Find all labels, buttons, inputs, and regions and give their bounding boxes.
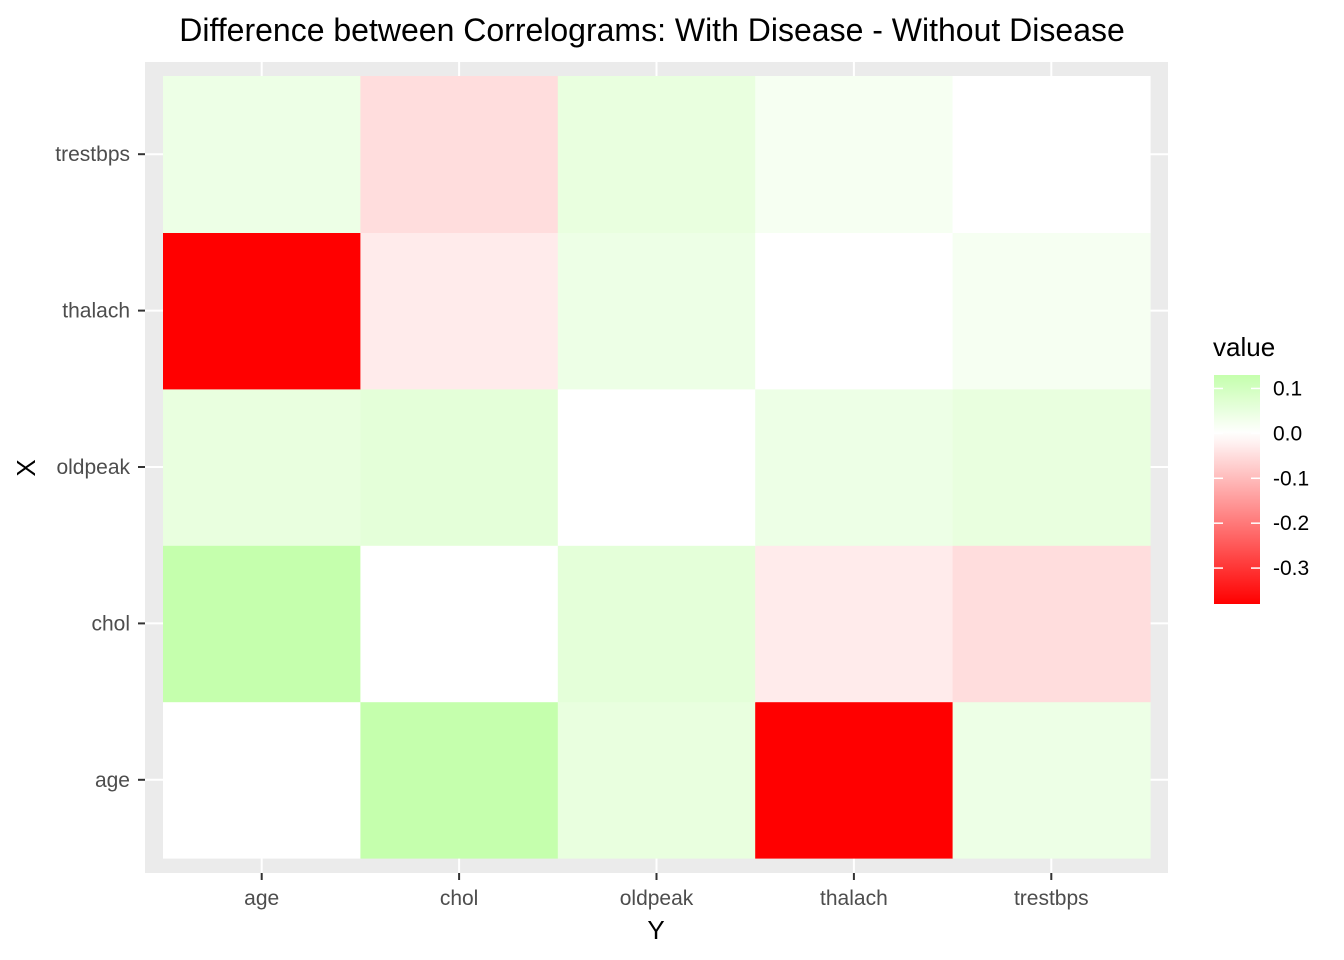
legend: value 0.1 0.0 -0.1 -0.2 -0.3 [1213,332,1309,604]
heatmap-cell-trestbps-age [163,76,361,233]
legend-tick-label: 0.1 [1273,377,1302,400]
y-tick-label-chol: chol [91,612,130,635]
legend-colorbar [1214,375,1260,604]
heatmap-cell-oldpeak-thalach [755,388,954,546]
heatmap-cell-age-thalach [755,701,954,859]
heatmap-cell-thalach-thalach [755,232,954,390]
heatmap-cell-chol-thalach [755,545,954,703]
heatmap-cell-chol-age [163,545,361,703]
heatmap-cell-trestbps-chol [360,76,559,233]
heatmap-cell-oldpeak-oldpeak [557,388,756,546]
x-tick-label-thalach: thalach [820,887,888,910]
x-tick-label-trestbps: trestbps [1014,887,1089,910]
y-axis: age chol oldpeak thalach trestbps [55,143,145,792]
y-tick-label-oldpeak: oldpeak [56,456,130,479]
legend-tick-label: 0.0 [1273,422,1302,445]
heatmap-cell-chol-trestbps [952,545,1151,703]
y-axis-title: X [11,459,41,476]
heatmap-cell-chol-chol [360,545,559,703]
legend-tick-label: -0.1 [1273,467,1309,490]
heatmap-cell-trestbps-trestbps [952,76,1151,233]
heatmap-cell-trestbps-oldpeak [557,76,756,233]
heatmap-cell-age-age [163,701,361,859]
heatmap-cell-oldpeak-chol [360,388,559,546]
heatmap-cell-thalach-trestbps [952,232,1151,390]
legend-title: value [1213,332,1275,362]
x-axis-title: Y [647,915,664,945]
legend-tick-label: -0.2 [1273,512,1309,535]
y-tick-label-age: age [95,769,130,792]
y-tick-label-trestbps: trestbps [55,143,130,166]
heatmap-cell-oldpeak-age [163,388,361,546]
legend-ticks: 0.1 0.0 -0.1 -0.2 -0.3 [1214,377,1309,580]
heatmap-cells [163,76,1151,859]
x-tick-label-chol: chol [440,887,479,910]
heatmap-cell-age-oldpeak [557,701,756,859]
x-axis: age chol oldpeak thalach trestbps [244,873,1089,910]
heatmap-cell-thalach-chol [360,232,559,390]
y-tick-label-thalach: thalach [62,300,130,323]
heatmap-cell-age-trestbps [952,701,1151,859]
heatmap-cell-oldpeak-trestbps [952,388,1151,546]
x-tick-label-age: age [244,887,279,910]
chart-title: Difference between Correlograms: With Di… [179,12,1125,48]
heatmap-cell-trestbps-thalach [755,76,954,233]
heatmap-cell-chol-oldpeak [557,545,756,703]
heatmap-cell-thalach-age [163,232,361,390]
heatmap-cell-thalach-oldpeak [557,232,756,390]
legend-tick-label: -0.3 [1273,557,1309,580]
x-tick-label-oldpeak: oldpeak [620,887,694,910]
heatmap-cell-age-chol [360,701,559,859]
